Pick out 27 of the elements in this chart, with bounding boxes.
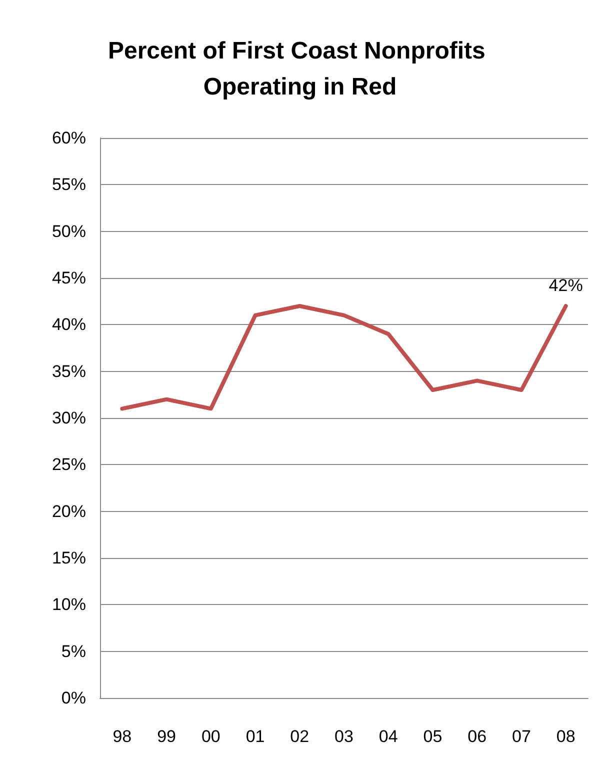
- y-tick-label: 40%: [52, 315, 86, 334]
- x-tick-label: 02: [290, 727, 310, 746]
- x-tick-label: 06: [468, 727, 487, 746]
- x-tick-label: 03: [334, 727, 354, 746]
- y-tick-label: 50%: [52, 222, 86, 241]
- x-tick-label: 04: [378, 727, 398, 746]
- x-tick-label: 07: [512, 727, 531, 746]
- y-tick-label: 10%: [52, 595, 86, 614]
- y-tick-label: 55%: [52, 175, 86, 194]
- x-tick-label: 99: [157, 727, 176, 746]
- x-tick-label: 05: [423, 727, 442, 746]
- y-tick-label: 0%: [61, 688, 86, 708]
- y-tick-label: 25%: [52, 455, 86, 474]
- chart-title: Percent of First Coast Nonprofits Operating in Red: [108, 38, 492, 100]
- line-series: [120, 304, 568, 411]
- y-tick-label: 30%: [52, 408, 86, 428]
- y-tick-label: 20%: [52, 502, 86, 521]
- x-tick-label: 00: [201, 727, 220, 746]
- x-tick-label: 98: [112, 727, 132, 746]
- data-label: 42%: [548, 276, 583, 295]
- y-tick-label: 5%: [61, 642, 86, 661]
- y-tick-label: 35%: [52, 362, 86, 381]
- x-tick-label: 08: [556, 727, 576, 746]
- y-tick-label: 60%: [52, 128, 86, 148]
- y-tick-label: 45%: [52, 268, 86, 288]
- y-tick-label: 15%: [52, 548, 86, 568]
- x-tick-label: 01: [246, 727, 265, 746]
